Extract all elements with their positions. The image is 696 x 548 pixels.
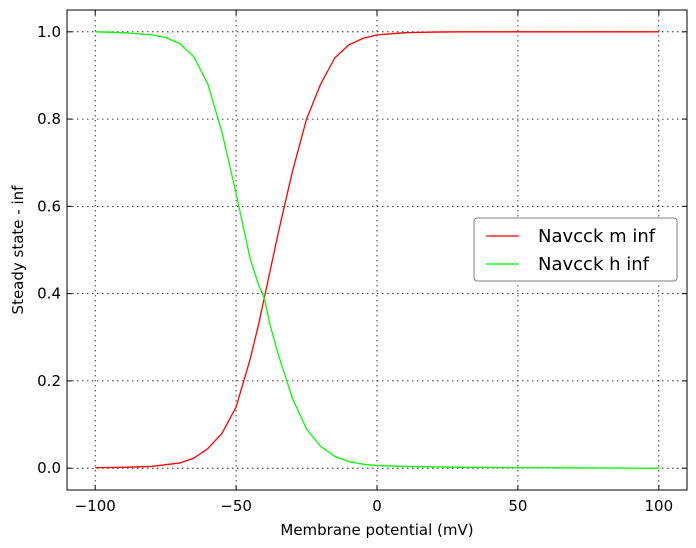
x-tick-label: −100 (75, 497, 116, 515)
x-tick-label: 50 (508, 497, 527, 515)
legend-box (473, 217, 678, 282)
y-tick-label: 0.2 (37, 372, 61, 390)
y-tick-label: 1.0 (37, 23, 61, 41)
series-layer (95, 31, 659, 469)
y-tick-label: 0.6 (37, 197, 61, 215)
x-tick-labels: −100 −50 0 50 100 (75, 497, 674, 515)
x-tick-label: 100 (644, 497, 673, 515)
grid-lines (67, 10, 687, 490)
series-line-h-inf (95, 31, 659, 469)
x-axis-label: Membrane potential (mV) (280, 521, 473, 539)
x-tick-label: −50 (220, 497, 252, 515)
y-tick-label: 0.4 (37, 285, 61, 303)
legend: Navcck m inf Navcck h inf (473, 217, 678, 282)
y-tick-label: 0.8 (37, 110, 61, 128)
legend-label-h-inf: Navcck h inf (538, 254, 650, 275)
series-line-m-inf (95, 31, 659, 469)
x-tick-label: 0 (372, 497, 382, 515)
y-axis-label: Steady state - inf (9, 185, 27, 315)
axis-ticks (67, 10, 687, 490)
y-tick-label: 0.0 (37, 459, 61, 477)
legend-label-m-inf: Navcck m inf (538, 226, 656, 247)
y-tick-labels: 0.0 0.2 0.4 0.6 0.8 1.0 (37, 23, 61, 477)
